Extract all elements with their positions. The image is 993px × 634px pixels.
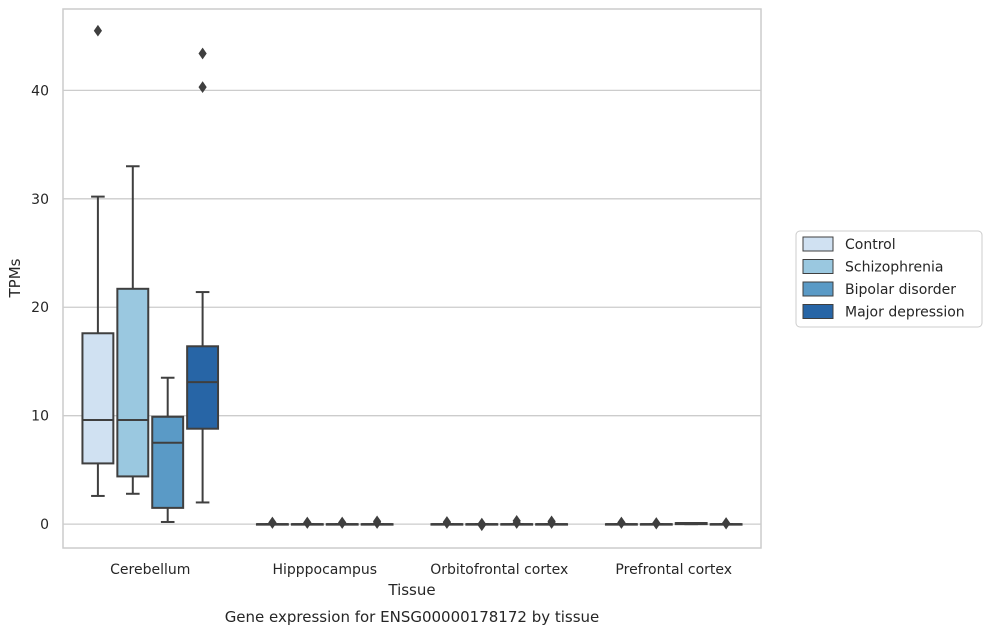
outlier-point <box>198 81 207 93</box>
box-orbitofrontal-cortex <box>535 515 569 529</box>
legend-label: Control <box>845 237 896 253</box>
legend: Control Schizophrenia Bipolar disorder Majo… <box>795 230 983 328</box>
series-control <box>81 24 638 529</box>
box-body <box>81 332 115 465</box>
x-tick-label: Prefrontal cortex <box>615 562 732 578</box>
outlier-point <box>617 516 626 529</box>
box-prefrontal-cortex <box>604 516 638 529</box>
series-schizophrenia <box>116 165 673 532</box>
box-cerebellum <box>116 165 150 495</box>
x-tick-label: Orbitofrontal cortex <box>430 562 568 578</box>
legend-entries: Control Schizophrenia Bipolar disorder Majo… <box>802 236 965 321</box>
outlier-point <box>547 515 556 528</box>
outlier-point <box>198 47 207 60</box>
outlier-point <box>338 516 347 529</box>
box-hipppocampus <box>290 516 324 529</box>
y-tick-label: 10 <box>31 409 49 425</box>
outlier-point <box>442 516 452 528</box>
legend-label: Bipolar disorder <box>845 282 956 298</box>
legend-label: Major depression <box>845 305 965 321</box>
box-prefrontal-cortex <box>639 517 673 530</box>
plot-frame <box>62 8 762 549</box>
legend-frame <box>795 230 983 328</box>
box-cerebellum <box>151 376 185 523</box>
box-hipppocampus <box>325 516 359 529</box>
box-groups <box>81 24 743 532</box>
y-tick-label: 30 <box>31 192 49 208</box>
box-body <box>116 287 150 478</box>
outlier-point <box>268 516 277 529</box>
box-hipppocampus <box>360 515 394 529</box>
outlier-point <box>652 517 661 529</box>
series-major-depression <box>186 47 743 530</box>
legend-label: Schizophrenia <box>845 260 943 276</box>
legend-swatch <box>802 304 834 319</box>
box-body <box>151 415 185 509</box>
box-cerebellum <box>186 47 220 504</box>
box-prefrontal-cortex <box>709 517 743 530</box>
x-tick-label: Cerebellum <box>110 562 190 578</box>
x-tick-labels: Cerebellum Hipppocampus Orbitofrontal cort… <box>110 562 732 578</box>
outlier-point <box>477 517 486 530</box>
x-axis-title: Tissue <box>387 581 435 599</box>
y-tick-label: 40 <box>31 83 49 99</box>
box-cerebellum <box>81 24 115 497</box>
chart-caption: Gene expression for ENSG00000178172 by t… <box>225 608 600 626</box>
legend-swatch <box>802 259 834 274</box>
outlier-point <box>721 517 731 529</box>
series-bipolar-disorder <box>151 376 708 529</box>
box-orbitofrontal-cortex <box>465 517 499 532</box>
outlier-point <box>303 516 312 529</box>
outlier-point <box>93 24 103 37</box>
box-prefrontal-cortex <box>674 522 708 526</box>
y-tick-labels: 0 10 20 30 40 <box>31 83 49 533</box>
x-tick-label: Hipppocampus <box>272 562 377 578</box>
y-tick-label: 0 <box>40 517 49 533</box>
box-orbitofrontal-cortex <box>500 515 534 529</box>
legend-swatch <box>802 236 834 252</box>
y-axis-title: TPMs <box>6 258 24 298</box>
outlier-point <box>372 515 382 528</box>
y-tick-label: 20 <box>31 300 49 316</box>
legend-swatch <box>802 281 834 297</box>
box-hipppocampus <box>255 516 289 529</box>
outlier-point <box>512 515 521 527</box>
box-orbitofrontal-cortex <box>430 516 464 529</box>
box-body <box>186 345 220 430</box>
